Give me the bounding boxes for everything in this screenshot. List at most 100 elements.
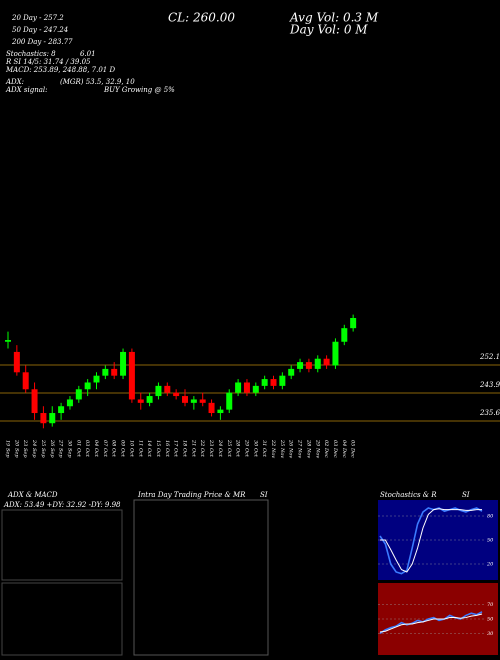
y-tick-label: 30: [487, 631, 494, 637]
x-tick-label: 26 Nov: [288, 439, 294, 458]
adx-val: (MGR) 53.5, 32.9, 10: [60, 78, 135, 86]
candle-body: [332, 341, 339, 366]
x-tick-label: 26 Sep: [49, 439, 55, 458]
signal: BUY Growing @ 5%: [103, 86, 175, 94]
x-tick-label: 20 Sep: [13, 439, 19, 458]
candle-body: [93, 375, 100, 383]
x-tick-label: 30 Oct: [252, 440, 258, 458]
candle-body: [279, 375, 286, 386]
candle-body: [243, 382, 250, 393]
candle-body: [128, 351, 135, 400]
candle-body: [5, 340, 11, 342]
y-tick-label: 252.15: [479, 353, 500, 361]
x-tick-label: 23 Oct: [208, 439, 214, 458]
x-tick-label: 22 Nov: [270, 439, 276, 458]
panel: [1, 582, 123, 656]
candle-body: [288, 368, 295, 376]
candle-body: [120, 351, 127, 376]
x-tick-label: 05 Dec: [350, 440, 356, 458]
candle-body: [49, 413, 56, 424]
candle-body: [235, 382, 242, 393]
candle-body: [40, 413, 47, 424]
candle-body: [182, 396, 188, 403]
panel: [133, 499, 269, 656]
candle-body: [217, 409, 224, 414]
candle-body: [31, 389, 38, 414]
ma20: 20 Day - 257.2: [11, 14, 64, 22]
indicator-line: [379, 507, 483, 575]
x-tick-label: 04 Oct: [93, 440, 99, 458]
candle-body: [190, 399, 197, 403]
panel-title: SI: [462, 491, 470, 499]
x-tick-label: 10 Oct: [128, 440, 134, 458]
x-tick-label: 15 Oct: [155, 440, 161, 458]
x-tick-label: 21 Oct: [190, 439, 196, 458]
candle-body: [261, 379, 268, 386]
x-tick-label: 17 Oct: [173, 440, 179, 458]
candle-body: [164, 385, 171, 393]
x-tick-label: 24 Sep: [31, 439, 37, 458]
candle-body: [22, 372, 29, 390]
x-tick-label: 28 Oct: [235, 439, 241, 458]
avg-vol: Avg Vol: 0.3 M: [289, 11, 379, 25]
candle-body: [341, 328, 348, 342]
x-tick-label: 29 Oct: [243, 439, 249, 458]
x-tick-label: 11 Oct: [137, 440, 143, 458]
candle-body: [173, 392, 180, 397]
x-tick-label: 27 Sep: [58, 439, 64, 458]
x-tick-label: 18 Oct: [182, 440, 188, 458]
adx-signal: ADX signal:: [5, 86, 47, 94]
x-tick-label: 27 Nov: [297, 439, 303, 458]
stoch-val: 6.01: [80, 50, 96, 58]
x-tick-label: 14 Oct: [146, 440, 152, 458]
x-tick-label: 03 Oct: [84, 440, 90, 458]
x-tick-label: 23 Sep: [22, 439, 28, 458]
y-tick-label: 235.65: [479, 409, 500, 417]
x-tick-label: 16 Oct: [164, 440, 170, 458]
candle-body: [155, 385, 162, 397]
y-tick-label: 243.9: [479, 381, 500, 389]
day-vol: Day Vol: 0 M: [289, 23, 368, 37]
x-tick-label: 28 Nov: [305, 439, 311, 458]
candle-body: [226, 392, 233, 410]
indicator-line: [380, 508, 482, 573]
candle-body: [305, 362, 312, 369]
candle-body: [84, 382, 91, 390]
ma50: 50 Day - 247.24: [12, 26, 68, 34]
x-tick-label: 24 Oct: [217, 439, 223, 458]
y-tick-label: 50: [487, 617, 494, 623]
candle-body: [314, 358, 321, 369]
panel-title: SI: [260, 491, 268, 499]
x-tick-label: 09 Oct: [120, 440, 126, 458]
candle-body: [102, 368, 109, 376]
x-tick-label: 07 Oct: [102, 440, 108, 458]
candle-body: [323, 358, 330, 366]
x-tick-label: 08 Oct: [111, 440, 117, 458]
candle-body: [111, 368, 118, 376]
y-tick-label: 80: [487, 514, 494, 520]
y-tick-label: 20: [486, 562, 494, 568]
candle-body: [208, 402, 215, 414]
panel-title: ADX & MACD: [7, 491, 58, 499]
y-tick-label: 70: [487, 602, 494, 608]
candle-body: [350, 317, 357, 329]
y-tick-label: 50: [487, 538, 494, 544]
x-tick-label: 29 Nov: [314, 439, 320, 458]
macd-text: MACD: 253.89, 248.88, 7.01 D: [5, 66, 115, 74]
x-tick-label: 31 Oct: [261, 440, 267, 458]
indicator-line: [379, 611, 483, 635]
x-tick-label: 30 Sep: [66, 440, 72, 458]
candle-body: [270, 379, 277, 386]
candle-body: [146, 396, 153, 403]
candle-body: [13, 351, 20, 373]
rsi-text: R SI 14/5: 31.74 / 39.05: [5, 58, 91, 66]
x-tick-label: 25 Sep: [40, 439, 46, 458]
x-tick-label: 22 Oct: [199, 439, 205, 458]
ma200: 200 Day - 283.77: [11, 38, 73, 46]
panel-title: Intra Day Trading Price & MR: [137, 491, 246, 499]
x-tick-label: 25 Oct: [226, 439, 232, 458]
candle-body: [75, 389, 82, 400]
panel-title: Stochastics & R: [380, 491, 437, 499]
close: CL: 260.00: [168, 11, 235, 25]
